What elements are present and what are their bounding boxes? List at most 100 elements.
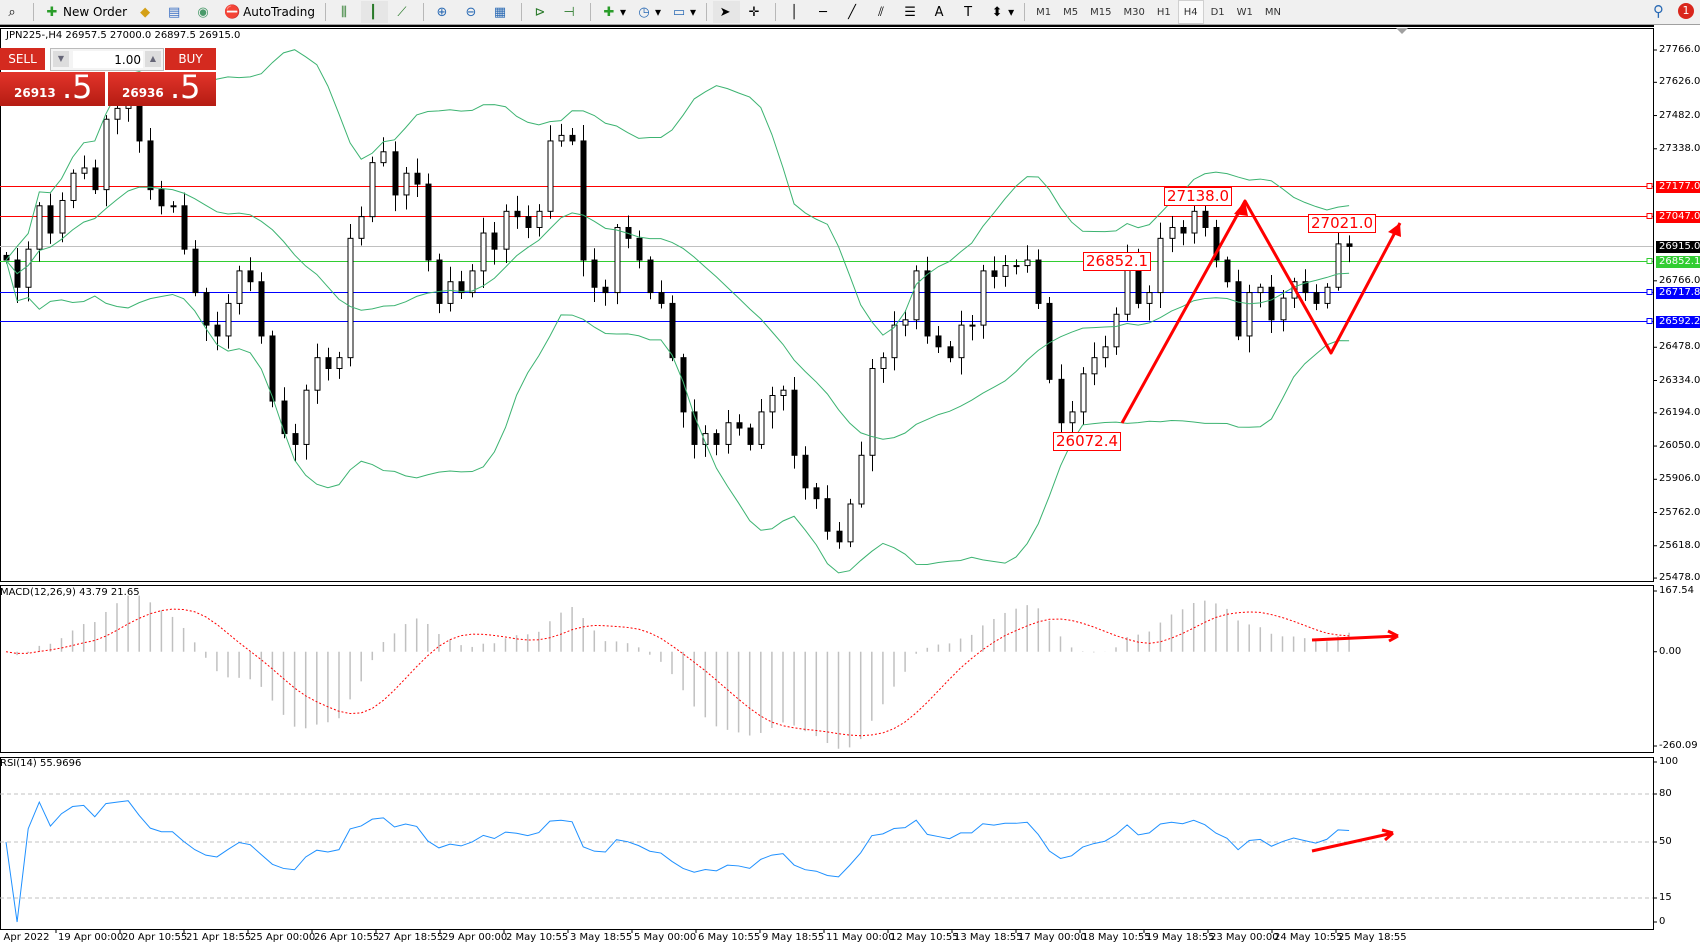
new-order-button[interactable]: ✚ New Order bbox=[40, 1, 131, 23]
autotrading-icon: ⛔ bbox=[224, 4, 241, 20]
timeframe-w1[interactable]: W1 bbox=[1236, 6, 1253, 18]
buy-button[interactable]: BUY bbox=[165, 48, 216, 70]
candle-bull bbox=[1069, 411, 1076, 424]
candle-bear bbox=[636, 237, 643, 261]
toolbar-divider bbox=[706, 3, 708, 21]
candle-bull bbox=[336, 357, 343, 370]
candle-bear bbox=[203, 292, 210, 326]
time-axis-label: 20 Apr 10:55 bbox=[122, 932, 188, 943]
candle-bull bbox=[1024, 259, 1031, 267]
search-icon[interactable]: ⚲ bbox=[1653, 2, 1664, 20]
timeframe-m15[interactable]: M15 bbox=[1090, 6, 1112, 18]
candle-bear bbox=[514, 210, 521, 218]
cursor-icon[interactable]: ➤ bbox=[713, 1, 741, 23]
candle-bear bbox=[325, 357, 332, 370]
horizontal-line-icon[interactable]: ─ bbox=[819, 4, 827, 20]
candlestick-icon[interactable]: ┃ bbox=[360, 1, 388, 23]
lot-decrease-button[interactable]: ▼ bbox=[53, 51, 69, 67]
candle-bear bbox=[813, 487, 820, 500]
time-axis-label: 11 May 00:00 bbox=[826, 932, 895, 943]
timeframe-h1[interactable]: H1 bbox=[1156, 6, 1171, 18]
price-axis-label: 25478.0 bbox=[1659, 572, 1700, 584]
toolbar-divider bbox=[775, 3, 777, 21]
trendline-icon[interactable]: ╱ bbox=[848, 4, 856, 20]
templates-icon[interactable]: ▭ ▾ bbox=[672, 4, 697, 20]
price-annotation-label: 27021.0 bbox=[1308, 214, 1377, 233]
timeframe-m1[interactable]: M1 bbox=[1036, 6, 1052, 18]
candle-bear bbox=[92, 167, 99, 191]
auto-scroll-icon[interactable]: ⊳ bbox=[534, 4, 546, 20]
candle-bull bbox=[958, 324, 965, 359]
candle-bear bbox=[414, 172, 421, 185]
zoom-in-icon[interactable]: ⊕ bbox=[436, 4, 448, 20]
lot-size-input[interactable] bbox=[73, 51, 143, 68]
zoom-search-icon[interactable]: ⌕ bbox=[8, 4, 16, 20]
text-label-icon[interactable]: T bbox=[964, 4, 973, 20]
autotrading-button[interactable]: ⛔ AutoTrading bbox=[220, 1, 319, 23]
candle-bear bbox=[791, 389, 798, 456]
candle-bull bbox=[369, 162, 376, 218]
candle-bull bbox=[1002, 265, 1009, 277]
candle-bear bbox=[1035, 259, 1042, 304]
candle-bear bbox=[836, 530, 843, 543]
timeframe-mn[interactable]: MN bbox=[1264, 6, 1282, 18]
rsi-axis-label: 15 bbox=[1659, 892, 1672, 903]
bar-chart-icon[interactable]: ⫼ bbox=[340, 4, 347, 20]
fibonacci-icon[interactable]: ☰ bbox=[904, 4, 916, 20]
signals-icon[interactable]: ◉ bbox=[197, 4, 209, 20]
vertical-line-icon[interactable]: │ bbox=[790, 4, 798, 20]
price-axis-label: 27626.0 bbox=[1659, 76, 1700, 88]
candle-bull bbox=[869, 368, 876, 456]
text-icon[interactable]: A bbox=[934, 4, 944, 20]
metaeditor-icon[interactable]: ◆ bbox=[140, 4, 151, 20]
sell-price-pips: .5 bbox=[62, 68, 93, 106]
buy-price-button[interactable]: 26936 .5 bbox=[108, 68, 216, 106]
candle-bear bbox=[802, 454, 809, 489]
candle-bull bbox=[980, 270, 987, 326]
timeframe-d1[interactable]: D1 bbox=[1210, 6, 1225, 18]
lot-size-stepper[interactable]: ▼ ▲ bbox=[50, 48, 164, 71]
candle-bull bbox=[1191, 210, 1198, 234]
rsi-label: RSI(14) 55.9696 bbox=[0, 758, 82, 769]
macd-axis-label: -260.09 bbox=[1659, 740, 1698, 752]
market-watch-icon[interactable]: ▤ bbox=[167, 4, 181, 20]
candle-bear bbox=[1313, 292, 1320, 304]
candle-bear bbox=[258, 281, 265, 337]
candle-bear bbox=[158, 189, 165, 207]
arrows-icon[interactable]: ⬍ ▾ bbox=[991, 4, 1015, 20]
timeframe-h4[interactable]: H4 bbox=[1177, 0, 1204, 24]
rsi-pane-frame bbox=[0, 757, 1654, 930]
indicators-icon[interactable]: ✚ ▾ bbox=[603, 4, 627, 20]
candle-bear bbox=[1235, 281, 1242, 337]
candle-bull bbox=[447, 281, 454, 304]
candle-bull bbox=[1102, 346, 1109, 359]
price-level-tag: 26592.2 bbox=[1656, 315, 1700, 328]
candle-bear bbox=[580, 140, 587, 261]
candle-bull bbox=[303, 389, 310, 445]
candle-bull bbox=[170, 205, 177, 208]
zoom-out-icon[interactable]: ⊖ bbox=[465, 4, 477, 20]
sell-button[interactable]: SELL bbox=[0, 48, 45, 70]
chart-shift-icon[interactable]: ⊣ bbox=[563, 4, 575, 20]
candle-bull bbox=[858, 454, 865, 505]
timeframe-m5[interactable]: M5 bbox=[1063, 6, 1079, 18]
candle-bear bbox=[491, 232, 498, 250]
sell-price-button[interactable]: 26913 .5 bbox=[0, 68, 105, 106]
level-line-handle bbox=[1646, 258, 1653, 264]
candle-bear bbox=[935, 335, 942, 348]
tile-windows-icon[interactable]: ▦ bbox=[493, 4, 507, 20]
candle-bull bbox=[358, 216, 365, 239]
timeframe-m30[interactable]: M30 bbox=[1123, 6, 1145, 18]
line-chart-icon[interactable]: ⟋ bbox=[397, 4, 407, 20]
price-annotation-label: 27138.0 bbox=[1164, 187, 1233, 206]
periods-icon[interactable]: ◷ ▾ bbox=[638, 4, 662, 20]
price-level-tag: 27047.0 bbox=[1656, 210, 1700, 223]
crosshair-icon[interactable]: ✛ bbox=[748, 4, 760, 20]
candle-bear bbox=[991, 270, 998, 277]
price-axis-label: 26334.0 bbox=[1659, 374, 1700, 386]
equidistant-channel-icon[interactable]: ⫽ bbox=[878, 4, 884, 20]
price-axis-label: 26194.0 bbox=[1659, 406, 1700, 418]
notification-badge[interactable]: 1 bbox=[1678, 3, 1694, 19]
lot-increase-button[interactable]: ▲ bbox=[145, 51, 161, 67]
